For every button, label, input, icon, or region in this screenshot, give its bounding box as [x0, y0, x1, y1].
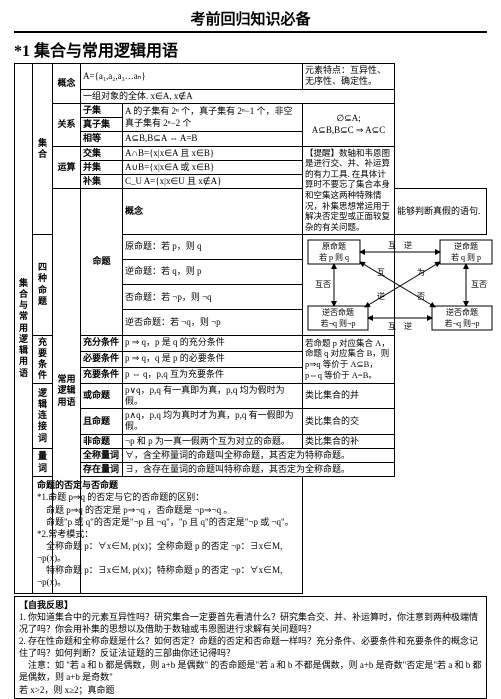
- logic-concept-text: 能够判断真假的语句.: [395, 189, 487, 234]
- diagram-cell: 原命题 若 p 则 q 逆命题 若 q 则 p 逆否命题 若¬q 则¬p 逆否命…: [303, 234, 395, 335]
- notes-l5: 全称命题 p：∀x∈M, p(x)；全称命题 p 的否定 ¬p：∃x∈M, ¬p…: [37, 540, 298, 564]
- conn-side3: 类比集合的补: [303, 434, 395, 448]
- conn-r1-l: 或命题: [81, 383, 123, 409]
- ops-r3-r: C_U A={x|x∈U 且 x∉A}: [123, 175, 303, 189]
- d-d3: 否: [417, 292, 425, 301]
- ops-r2-r: A∪B={x|x∈A 或 x∈B}: [123, 160, 303, 174]
- a-notation: A={a₁,a₂,a₃…aₙ}: [81, 64, 303, 90]
- main-table: 集合与常用逻辑用语 集合 概念 A={a₁,a₂,a₃…aₙ} 元素特点：互异性…: [14, 63, 487, 594]
- ops-r1-r: A∩B={x|x∈A 且 x∈B}: [123, 146, 303, 160]
- prop-label: 命题: [81, 189, 123, 335]
- quant-r1-r: ∀，含全称量词的命题叫全称命题，其否定为特称命题。: [123, 448, 395, 462]
- four-prop-diagram: 原命题 若 p 则 q 逆命题 若 q 则 p 逆否命题 若¬q 则¬p 逆否命…: [305, 237, 495, 333]
- quant-r2-l: 存在量词: [81, 463, 123, 477]
- self-reflect: 【自我反思】 1. 你知道集合中的元素互异性吗？研究集合一定要首先看清什么？研究…: [14, 596, 487, 699]
- d-b4-a: 逆否命题: [446, 307, 478, 317]
- cond-r2-l: 必要条件: [81, 351, 123, 367]
- rel-r1-r: A 的子集有 2ⁿ 个，真子集有 2ⁿ−1 个，非空真子集有 2ⁿ−2 个: [123, 103, 303, 132]
- conn-side1: 类比集合的并: [303, 383, 395, 409]
- conv-prop: 逆命题：若 q，则 p: [123, 259, 303, 284]
- d-b3-b: 若¬q 则¬p: [321, 318, 356, 328]
- notes-title: 命题的否定与否命题: [37, 479, 298, 491]
- set-label: 集合: [33, 64, 53, 235]
- element-features: 元素特点：互异性、无序性、确定性。: [303, 64, 395, 90]
- conn-side2: 类比集合的交: [303, 409, 395, 435]
- notes-cell: 命题的否定与否命题 *1.命题 p⇒q 的否定与它的否命题的区别： 命题 p⇒q…: [33, 477, 303, 593]
- quant-r2-r: ∃，含存在量词的命题叫特称命题，其否定为全称命题。: [123, 463, 395, 477]
- ops-r1-l: 交集: [81, 146, 123, 160]
- reflect-q4: 若 x>2，则 x≥2；真命题: [19, 684, 482, 696]
- reflect-title: 【自我反思】: [19, 599, 482, 611]
- d-b2-a: 逆命题: [454, 241, 478, 251]
- rel-r3-r: A⊆B,B⊆A ⇔ A=B: [123, 132, 303, 146]
- d-b1-a: 原命题: [322, 241, 346, 251]
- d-b3-a: 逆否命题: [322, 307, 354, 317]
- conn-r2-r: p∧q，p,q 均为真时才为真，p,q 有一假即为假。: [123, 409, 303, 435]
- notes-l6: 特称命题 p：∃x∈M, p(x)；特称命题 p 的否定 ¬p：∀x∈M, ¬p…: [37, 564, 298, 588]
- reflect-q1: 1. 你知道集合中的元素互异性吗？研究集合一定要首先看清什么？研究集合交、并、补…: [19, 611, 482, 635]
- cond-side: 若命题 p 对应集合 A，命题 q 对应集合 B，则 p⇒q 等价于 A⊆B，p…: [303, 335, 395, 383]
- d-left: 互否: [315, 280, 331, 289]
- reflect-q3: 注意：如 "若 a 和 b 都是偶数，则 a+b 是偶数" 的否命题是"若 a …: [19, 659, 482, 683]
- cond-r3-r: p ⇔ q，p,q 互为充要条件: [123, 367, 303, 383]
- neg-prop: 否命题：若 ¬p，则 ¬q: [123, 285, 303, 310]
- d-d4: 互: [377, 268, 385, 277]
- rel-r3-l: 相等: [81, 132, 123, 146]
- rel-r2-l: 真子集: [81, 118, 123, 132]
- logic-concept-label: 概念: [123, 189, 303, 234]
- quant-label: 量词: [33, 448, 53, 477]
- d-b4-b: 若¬q 则¬p: [445, 318, 480, 328]
- cond-label: 充要条件: [33, 335, 53, 383]
- conn-r3-r: ¬p 和 p 为一真一假两个互为对立的命题。: [123, 434, 303, 448]
- notes-l1: *1.命题 p⇒q 的否定与它的否命题的区别：: [37, 491, 298, 503]
- reflect-q2: 2. 存在性命题和全称命题是什么？如何否定？命题的否定和否命题一样吗？充分条件、…: [19, 635, 482, 659]
- cond-r1-l: 充分条件: [81, 335, 123, 351]
- cond-r1-r: p ⇒ q，p 是 q 的充分条件: [123, 335, 303, 351]
- d-d1: 为: [417, 267, 425, 277]
- conn-r3-l: 非命题: [81, 434, 123, 448]
- rel-r1-l: 子集: [81, 103, 123, 117]
- orig-prop: 原命题：若 p，则 q: [123, 234, 303, 259]
- quant-r1-l: 全称量词: [81, 448, 123, 462]
- ops-r3-l: 补集: [81, 175, 123, 189]
- d-bot: 互 逆: [388, 321, 412, 331]
- relation-label: 关系: [53, 103, 81, 146]
- ops-r2-l: 并集: [81, 160, 123, 174]
- d-top: 互 逆: [388, 240, 412, 250]
- d-b2-b: 若 q 则 p: [451, 252, 481, 262]
- conn-label: 逻辑连接词: [33, 383, 53, 448]
- ops-label: 运算: [53, 146, 81, 189]
- side-label: 集合与常用逻辑用语: [15, 64, 33, 594]
- header-rule: [14, 31, 487, 33]
- page-header: 考前回归知识必备: [14, 8, 487, 29]
- all-objects: 一组对象的全体. x∈A, x∉A: [81, 89, 395, 103]
- d-d2: 逆: [377, 291, 385, 301]
- cneg-prop: 逆否命题：若 ¬q，则 ¬p: [123, 310, 303, 335]
- rel-side: ∅⊆A; A⊆B,B⊆C ⇒ A⊆C: [303, 103, 395, 146]
- conn-r2-l: 且命题: [81, 409, 123, 435]
- ops-side: 【提醒】数轴和韦恩图是进行交、并、补运算的有力工具. 在具体计算时不要忘了集合本…: [303, 146, 395, 234]
- cond-r3-l: 充要条件: [81, 367, 123, 383]
- four-label: 四种命题: [33, 234, 53, 335]
- d-b1-b: 若 p 则 q: [319, 252, 349, 262]
- cond-r2-r: p ⇒ q，q 是 p 的必要条件: [123, 351, 303, 367]
- conn-r1-r: p∨q，p,q 有一真即为真，p,q 均为假时为假。: [123, 383, 303, 409]
- d-right: 互否: [471, 280, 487, 289]
- concept-label: 概念: [53, 64, 81, 104]
- chapter-title: *1 集合与常用逻辑用语: [14, 37, 487, 61]
- notes-l3: 命题"p 或 q"的否定是"¬p 且 ¬q"，"p 且 q"的否定是"¬p 或 …: [37, 516, 298, 528]
- notes-l2: 命题 p⇒q 的否定是 p⇒¬q ，否命题是 ¬p⇒¬q 。: [37, 504, 298, 516]
- notes-l4: *2.常考模式：: [37, 528, 298, 540]
